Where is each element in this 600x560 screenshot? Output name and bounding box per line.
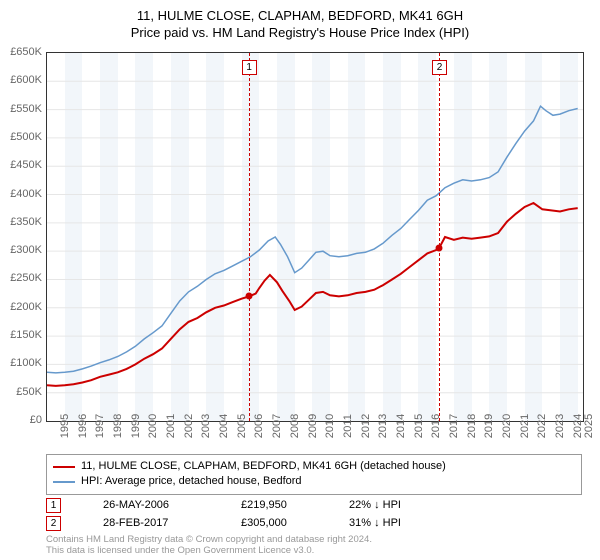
y-tick-label: £550K (10, 103, 42, 115)
y-tick-label: £450K (10, 159, 42, 171)
x-tick-label: 2014 (395, 414, 407, 438)
sale-price: £305,000 (241, 517, 321, 529)
sale-row: 1 26-MAY-2006 £219,950 22% ↓ HPI (46, 496, 582, 514)
x-tick-label: 2004 (218, 414, 230, 438)
sale-row-marker: 2 (46, 516, 61, 531)
y-tick-label: £100K (10, 357, 42, 369)
y-tick-label: £350K (10, 216, 42, 228)
x-tick-label: 1997 (94, 414, 106, 438)
legend-row-hpi: HPI: Average price, detached house, Bedf… (53, 474, 575, 489)
x-tick-label: 2018 (466, 414, 478, 438)
chart-svg (47, 53, 583, 421)
sale-pct: 22% ↓ HPI (349, 499, 439, 511)
sale-vline (249, 53, 250, 421)
title-line-1: 11, HULME CLOSE, CLAPHAM, BEDFORD, MK41 … (0, 8, 600, 25)
x-tick-label: 1996 (77, 414, 89, 438)
x-tick-label: 2011 (342, 414, 354, 438)
series-property (47, 203, 578, 386)
series-group (47, 106, 578, 386)
gridlines (47, 81, 583, 392)
sale-marker-box: 1 (242, 60, 257, 75)
sale-dot (436, 245, 443, 252)
footer: Contains HM Land Registry data © Crown c… (46, 534, 372, 557)
x-tick-label: 2025 (583, 414, 595, 438)
legend-label-hpi: HPI: Average price, detached house, Bedf… (81, 474, 302, 489)
sale-date: 28-FEB-2017 (103, 517, 213, 529)
footer-line-1: Contains HM Land Registry data © Crown c… (46, 534, 372, 545)
x-tick-label: 2007 (271, 414, 283, 438)
sale-price: £219,950 (241, 499, 321, 511)
x-tick-label: 1995 (59, 414, 71, 438)
x-tick-label: 2002 (183, 414, 195, 438)
x-tick-label: 2022 (536, 414, 548, 438)
x-tick-label: 2020 (501, 414, 513, 438)
y-tick-label: £50K (16, 386, 42, 398)
legend-swatch-property (53, 466, 75, 468)
x-tick-label: 2019 (483, 414, 495, 438)
x-tick-label: 2001 (165, 414, 177, 438)
y-tick-label: £600K (10, 74, 42, 86)
plot-area: 12 (46, 52, 584, 422)
x-tick-label: 1999 (130, 414, 142, 438)
chart-container: 11, HULME CLOSE, CLAPHAM, BEDFORD, MK41 … (0, 0, 600, 560)
y-tick-label: £400K (10, 188, 42, 200)
sale-row: 2 28-FEB-2017 £305,000 31% ↓ HPI (46, 514, 582, 532)
x-tick-label: 2000 (147, 414, 159, 438)
y-tick-label: £650K (10, 46, 42, 58)
sale-marker-box: 2 (432, 60, 447, 75)
x-tick-label: 2006 (253, 414, 265, 438)
x-tick-label: 2013 (377, 414, 389, 438)
footer-line-2: This data is licensed under the Open Gov… (46, 545, 372, 556)
series-hpi (47, 106, 578, 373)
x-tick-label: 2009 (307, 414, 319, 438)
x-tick-label: 2017 (448, 414, 460, 438)
x-tick-label: 2023 (554, 414, 566, 438)
x-tick-label: 2016 (430, 414, 442, 438)
x-tick-label: 2003 (200, 414, 212, 438)
y-axis: £0£50K£100K£150K£200K£250K£300K£350K£400… (0, 52, 44, 420)
x-axis: 1995199619971998199920002001200220032004… (46, 422, 582, 452)
legend-row-property: 11, HULME CLOSE, CLAPHAM, BEDFORD, MK41 … (53, 459, 575, 474)
legend: 11, HULME CLOSE, CLAPHAM, BEDFORD, MK41 … (46, 454, 582, 495)
x-tick-label: 2010 (324, 414, 336, 438)
sale-date: 26-MAY-2006 (103, 499, 213, 511)
y-tick-label: £0 (30, 414, 42, 426)
x-tick-label: 2012 (360, 414, 372, 438)
legend-swatch-hpi (53, 481, 75, 483)
x-tick-label: 2015 (413, 414, 425, 438)
title-line-2: Price paid vs. HM Land Registry's House … (0, 25, 600, 42)
sales-table: 1 26-MAY-2006 £219,950 22% ↓ HPI 2 28-FEB-201… (46, 496, 582, 532)
legend-label-property: 11, HULME CLOSE, CLAPHAM, BEDFORD, MK41 … (81, 459, 446, 474)
y-tick-label: £250K (10, 272, 42, 284)
sale-pct: 31% ↓ HPI (349, 517, 439, 529)
y-tick-label: £150K (10, 329, 42, 341)
y-tick-label: £200K (10, 301, 42, 313)
title-block: 11, HULME CLOSE, CLAPHAM, BEDFORD, MK41 … (0, 0, 600, 42)
sale-dot (245, 293, 252, 300)
y-tick-label: £300K (10, 244, 42, 256)
sale-row-marker: 1 (46, 498, 61, 513)
x-tick-label: 1998 (112, 414, 124, 438)
x-tick-label: 2005 (236, 414, 248, 438)
sale-vline (439, 53, 440, 421)
x-tick-label: 2021 (519, 414, 531, 438)
x-tick-label: 2008 (289, 414, 301, 438)
y-tick-label: £500K (10, 131, 42, 143)
